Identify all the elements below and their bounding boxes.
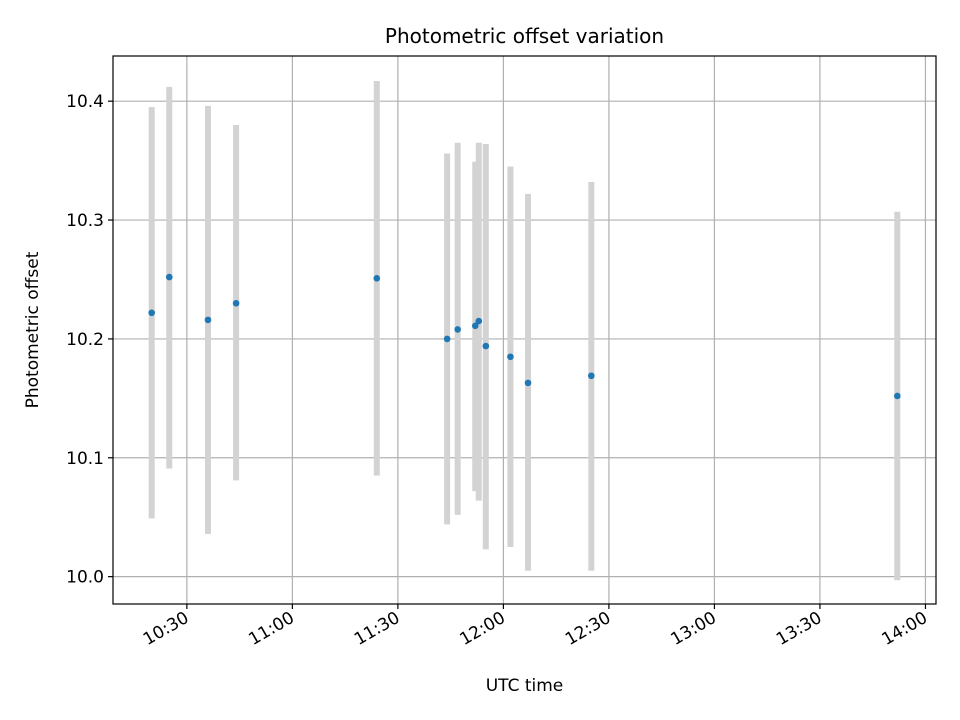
y-tick-label: 10.1	[66, 449, 104, 469]
x-axis-label: UTC time	[486, 676, 564, 696]
data-point	[588, 372, 595, 380]
data-point	[232, 299, 240, 307]
plot-area	[113, 56, 936, 604]
chart-title: Photometric offset variation	[385, 24, 664, 48]
y-axis: 10.0 10.1 10.2 10.3 10.4	[66, 92, 113, 588]
y-tick-label: 10.3	[66, 211, 104, 231]
data-point	[482, 342, 490, 350]
data-point	[524, 379, 532, 387]
y-axis-label: Photometric offset	[23, 251, 43, 408]
data-point	[471, 322, 479, 330]
data-point	[148, 309, 155, 317]
data-point	[373, 274, 381, 282]
data-point	[204, 316, 212, 324]
y-tick-label: 10.2	[66, 330, 104, 350]
grid	[113, 56, 936, 604]
y-tick-label: 10.0	[66, 568, 104, 588]
data-point	[507, 353, 514, 361]
data-point	[443, 335, 451, 343]
data-point	[475, 317, 483, 325]
data-point	[894, 392, 901, 400]
y-tick-label: 10.4	[66, 92, 104, 112]
data-point	[454, 326, 461, 333]
data-point	[165, 273, 173, 281]
plot-frame	[112, 55, 937, 605]
data-points	[148, 273, 901, 400]
